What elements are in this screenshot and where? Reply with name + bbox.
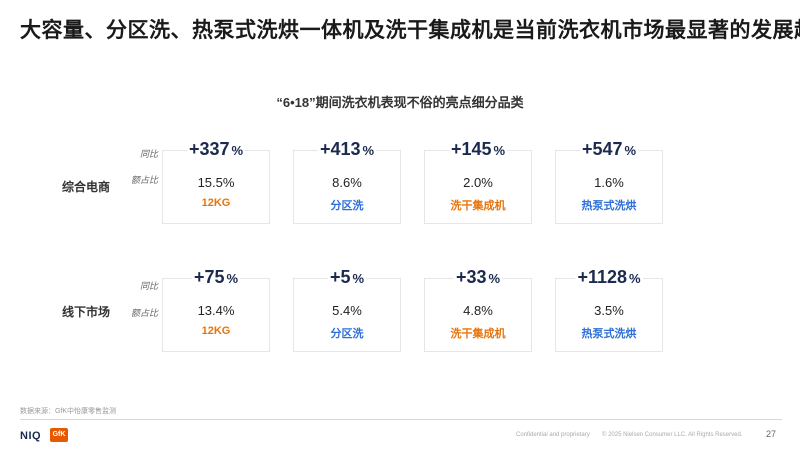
share-value: 4.8% [463,303,493,318]
share-side-label: 额占比 [130,175,158,185]
growth-side-label: 同比 [139,281,158,291]
copyright-note: © 2025 Nielsen Consumer LLC. All Rights … [602,432,743,438]
section-subtitle: “6•18”期间洗衣机表现不俗的亮点细分品类 [276,95,524,110]
growth-value: +145% [448,139,508,159]
share-value: 1.6% [594,175,624,190]
card-ecommerce-washer-dryer: +145% 2.0% 洗干集成机 [424,139,532,224]
card-ecommerce-zoned-wash: +413% 8.6% 分区洗 [293,139,401,224]
category-label: 分区洗 [330,200,364,212]
category-label: 热泵式洗烘 [581,328,637,340]
share-value: 8.6% [332,175,362,190]
category-label: 热泵式洗烘 [581,200,637,212]
category-label: 12KG [201,197,231,209]
share-value: 13.4% [197,303,235,318]
share-side-label: 额占比 [130,308,158,318]
card-offline-12kg: +75% 13.4% 12KG [162,267,270,352]
share-value: 3.5% [594,303,624,318]
growth-value: +5% [327,267,367,287]
category-label: 分区洗 [330,328,364,340]
growth-value: +1128% [575,267,643,287]
gfk-logo: GfK [50,428,68,442]
share-value: 5.4% [332,303,362,318]
share-value: 2.0% [463,175,493,190]
growth-value: +75% [191,267,241,287]
card-ecommerce-12kg: +337% 15.5% 12KG [162,139,270,224]
category-label: 洗干集成机 [450,200,506,212]
share-value: 15.5% [197,175,235,190]
growth-value: +547% [579,139,639,159]
page-number: 27 [766,429,777,439]
row-label-offline: 线下市场 [62,305,111,319]
confidential-note: Confidential and proprietary [516,432,590,438]
growth-value: +337% [186,139,246,159]
card-offline-washer-dryer: +33% 4.8% 洗干集成机 [424,267,532,352]
page-title: 大容量、分区洗、热泵式洗烘一体机及洗干集成机是当前洗衣机市场最显著的发展趋势 [20,19,800,42]
footer-divider [20,419,782,420]
growth-side-label: 同比 [139,149,158,159]
growth-value: +33% [453,267,503,287]
data-source-note: 数据来源：GfK中怡康零售监测 [20,408,117,415]
growth-value: +413% [317,139,377,159]
card-offline-heatpump: +1128% 3.5% 热泵式洗烘 [555,267,663,352]
card-offline-zoned-wash: +5% 5.4% 分区洗 [293,267,401,352]
category-label: 洗干集成机 [450,328,506,340]
category-label: 12KG [201,325,231,337]
card-ecommerce-heatpump: +547% 1.6% 热泵式洗烘 [555,139,663,224]
niq-logo: NIQ [20,430,42,442]
row-label-ecommerce: 综合电商 [62,180,111,194]
